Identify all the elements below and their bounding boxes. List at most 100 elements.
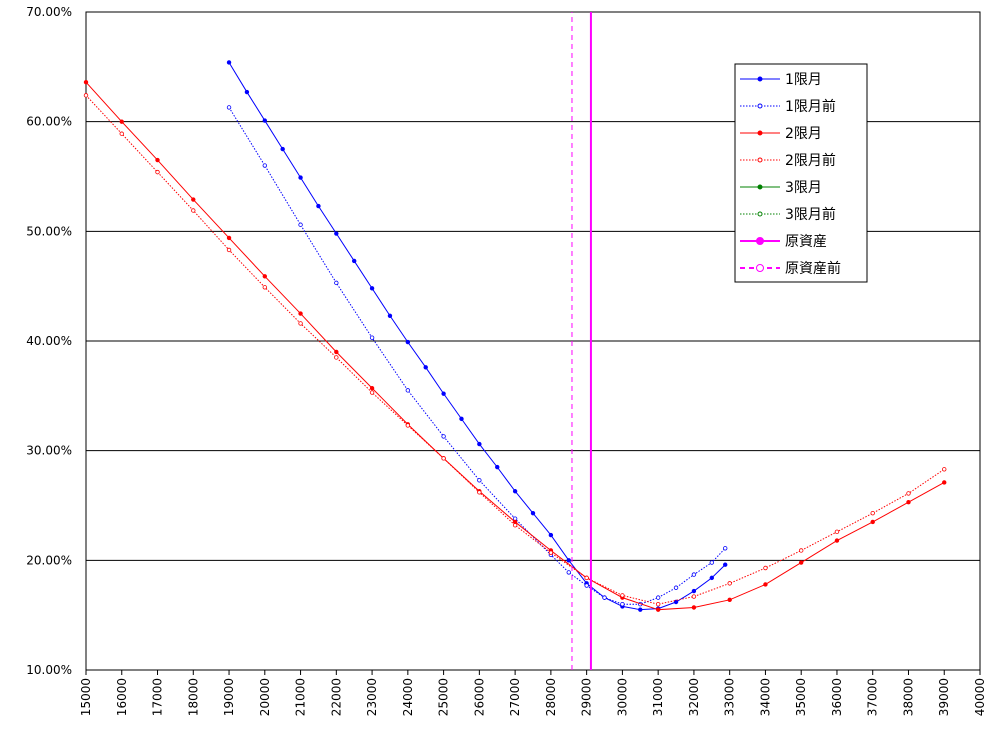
point xyxy=(709,575,714,581)
point xyxy=(566,558,571,563)
point xyxy=(369,390,375,395)
legend-label: 1限月前 xyxy=(785,98,836,115)
point xyxy=(723,562,728,567)
point xyxy=(405,423,411,428)
point xyxy=(799,548,804,553)
legend-label: 3限月 xyxy=(785,180,822,196)
legend-marker xyxy=(757,211,763,217)
x-tick-label: 19000 xyxy=(222,678,236,716)
point xyxy=(262,274,267,279)
x-tick-label: 20000 xyxy=(258,678,272,716)
point xyxy=(942,480,947,485)
point xyxy=(405,339,411,345)
x-tick-label: 36000 xyxy=(830,678,844,716)
point xyxy=(512,523,518,528)
legend-marker xyxy=(757,103,763,109)
point xyxy=(566,570,571,575)
point xyxy=(655,602,661,607)
x-tick-label: 39000 xyxy=(937,678,951,716)
x-tick-label: 22000 xyxy=(329,678,343,716)
point xyxy=(727,581,732,586)
point xyxy=(673,599,679,605)
point xyxy=(334,231,339,236)
legend-label: 原資産 xyxy=(785,234,827,250)
x-tick-label: 23000 xyxy=(365,678,379,716)
point xyxy=(942,467,947,472)
point xyxy=(405,388,411,393)
point xyxy=(298,311,303,316)
y-tick-label: 60.00% xyxy=(26,115,72,129)
legend-label: 3限月前 xyxy=(785,206,836,223)
x-tick-label: 29000 xyxy=(580,678,594,716)
x-tick-label: 21000 xyxy=(294,678,308,716)
point xyxy=(834,529,840,535)
x-tick-label: 31000 xyxy=(651,678,665,716)
x-tick-label: 40000 xyxy=(973,678,987,716)
legend-marker xyxy=(756,264,764,272)
point xyxy=(495,464,500,470)
legend-label: 2限月 xyxy=(785,126,822,142)
x-tick-label: 15000 xyxy=(79,678,93,716)
x-tick-label: 27000 xyxy=(508,678,522,716)
x-tick-label: 25000 xyxy=(437,678,451,716)
point xyxy=(655,595,661,600)
point xyxy=(369,286,375,291)
legend-label: 原資産前 xyxy=(785,260,841,277)
point xyxy=(602,595,607,600)
x-tick-label: 32000 xyxy=(687,678,701,716)
point xyxy=(334,280,339,286)
x-tick-label: 30000 xyxy=(615,678,629,716)
point xyxy=(834,538,840,543)
point xyxy=(709,560,714,565)
point xyxy=(387,313,393,318)
point xyxy=(244,89,250,95)
point xyxy=(548,532,554,538)
point xyxy=(799,560,804,565)
point xyxy=(316,203,321,209)
point xyxy=(655,607,661,612)
point xyxy=(155,169,160,175)
point xyxy=(369,335,375,340)
point xyxy=(226,105,232,110)
point xyxy=(906,491,911,496)
point xyxy=(298,222,303,227)
point xyxy=(262,118,267,123)
point xyxy=(763,565,768,571)
legend-marker xyxy=(757,76,763,82)
y-tick-label: 20.00% xyxy=(26,553,72,567)
legend-marker xyxy=(757,157,763,163)
x-tick-label: 24000 xyxy=(401,678,415,716)
point xyxy=(870,510,875,516)
point xyxy=(155,157,160,163)
point xyxy=(119,131,124,136)
point xyxy=(119,119,124,124)
legend-label: 1限月 xyxy=(785,72,822,88)
point xyxy=(423,365,428,370)
point xyxy=(262,163,267,168)
x-tick-label: 34000 xyxy=(758,678,772,716)
x-tick-label: 37000 xyxy=(866,678,880,716)
point xyxy=(763,582,768,587)
point xyxy=(906,500,911,505)
y-tick-label: 70.00% xyxy=(26,5,72,19)
point xyxy=(620,602,625,607)
point xyxy=(226,247,232,253)
point xyxy=(691,605,697,610)
point xyxy=(477,478,482,483)
point xyxy=(620,593,625,598)
x-tick-label: 33000 xyxy=(723,678,737,716)
point xyxy=(83,93,89,98)
point xyxy=(673,585,679,590)
y-tick-label: 10.00% xyxy=(26,663,72,677)
y-tick-label: 30.00% xyxy=(26,444,72,458)
x-tick-label: 28000 xyxy=(544,678,558,716)
point xyxy=(226,60,232,65)
x-tick-label: 26000 xyxy=(472,678,486,716)
x-tick-label: 38000 xyxy=(901,678,915,716)
series-line xyxy=(228,107,726,605)
point xyxy=(226,235,232,241)
point xyxy=(459,416,464,422)
point xyxy=(548,550,554,555)
y-tick-label: 40.00% xyxy=(26,334,72,348)
